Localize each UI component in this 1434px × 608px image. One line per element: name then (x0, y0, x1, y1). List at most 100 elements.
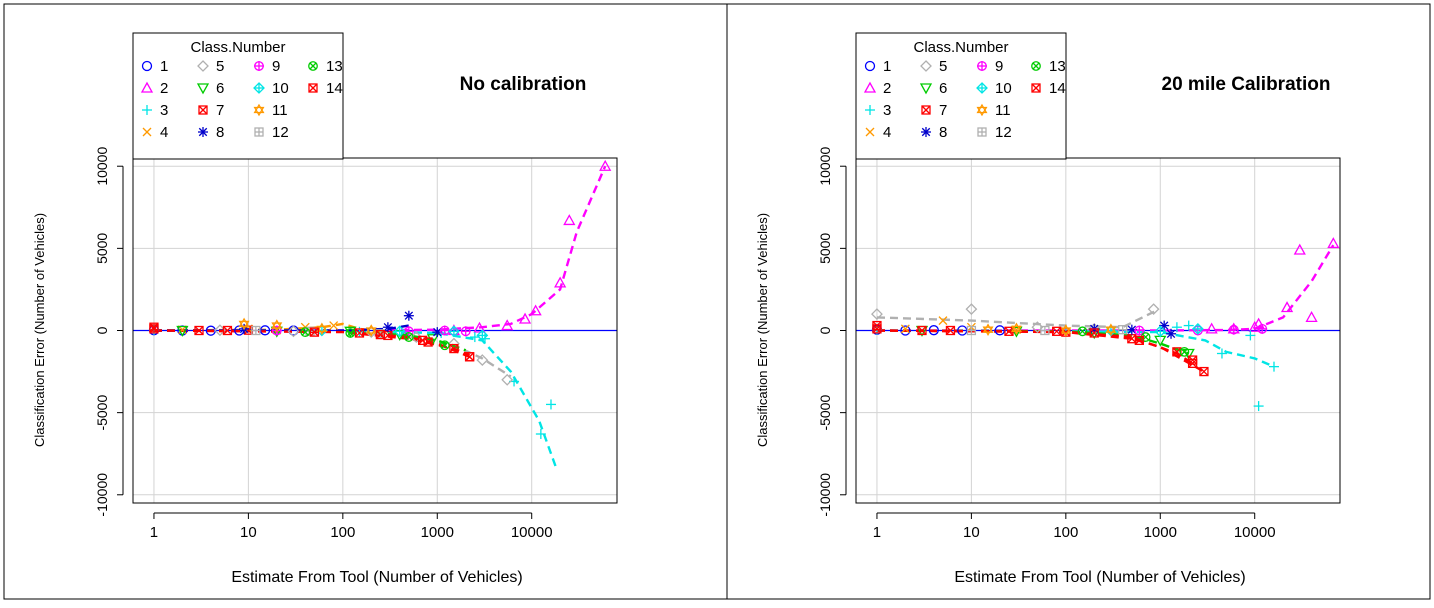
data-point-class-3 (545, 399, 556, 410)
legend-item-class-9: 9 (254, 58, 280, 75)
y-tick-label: 10000 (94, 147, 110, 186)
data-point-class-8 (1166, 328, 1177, 339)
data-point-class-14 (464, 352, 475, 362)
data-point-class-14 (872, 324, 882, 334)
legend-label: 12 (995, 124, 1012, 141)
chart-title: 20 mile Calibration (1162, 74, 1331, 95)
legend-label: 2 (883, 80, 891, 97)
data-point-class-14 (375, 329, 386, 340)
legend-marker (308, 83, 318, 93)
legend-marker (976, 82, 988, 94)
y-tick-label: -10000 (817, 473, 833, 517)
trend-line-class-2 (877, 244, 1335, 332)
legend-item-class-1: 1 (141, 58, 168, 75)
legend-marker (977, 127, 987, 137)
data-point-class-4 (938, 316, 948, 326)
plot-border (132, 157, 618, 504)
legend-item-class-14: 14 (1031, 80, 1066, 97)
data-point-class-13 (300, 327, 311, 338)
legend-title: Class.Number (190, 39, 285, 56)
data-point-class-14 (149, 324, 159, 334)
y-axis-label: Classification Error (Number of Vehicles… (755, 213, 770, 447)
data-point-class-3 (1268, 361, 1279, 372)
data-point-class-4 (329, 321, 339, 331)
data-point-class-12 (966, 325, 977, 336)
data-point-class-2 (518, 312, 532, 324)
legend-item-class-4: 4 (142, 124, 168, 141)
data-point-class-7 (917, 325, 927, 336)
data-point-class-14 (1187, 358, 1198, 369)
legend-item-class-8: 8 (921, 124, 947, 141)
data-point-class-9 (460, 326, 471, 337)
legend-box (855, 32, 1067, 160)
data-point-class-11 (982, 323, 994, 336)
data-point-class-7 (194, 325, 204, 336)
x-axis-label: Estimate From Tool (Number of Vehicles) (231, 569, 522, 586)
legend-label: 1 (883, 58, 891, 75)
x-tick-label: 100 (1053, 524, 1078, 541)
legend-label: 11 (272, 102, 288, 119)
legend-marker (920, 60, 932, 72)
legend-marker (865, 127, 875, 137)
data-point-class-3 (1245, 330, 1256, 341)
legend-label: 3 (160, 102, 168, 119)
data-point-class-12 (251, 325, 261, 336)
legend-item-class-13: 13 (1031, 58, 1066, 75)
data-point-class-14 (945, 325, 956, 336)
data-point-class-9 (1228, 324, 1239, 335)
data-point-class-1 (900, 325, 911, 336)
x-tick-label: 100 (330, 524, 355, 541)
data-point-class-2 (1327, 237, 1340, 249)
data-point-class-12 (1040, 325, 1050, 336)
legend-label: 4 (883, 124, 891, 141)
legend-label: 14 (326, 80, 343, 97)
legend-marker (253, 82, 265, 94)
legend-label: 7 (216, 102, 224, 119)
data-point-class-14 (1134, 335, 1144, 346)
x-tick-label: 10000 (1234, 524, 1276, 541)
legend-label: 14 (1049, 80, 1066, 97)
data-point-class-13 (1140, 332, 1151, 342)
data-point-class-2 (1205, 322, 1218, 334)
data-point-class-14 (1089, 328, 1099, 338)
data-point-class-1 (994, 325, 1005, 336)
data-point-class-3 (1171, 322, 1182, 333)
legend-label: 7 (939, 102, 947, 119)
legend-marker (254, 127, 264, 137)
legend-item-class-8: 8 (198, 124, 224, 141)
data-point-class-8 (382, 322, 393, 333)
legend-item-class-3: 3 (865, 102, 891, 119)
legend-item-class-12: 12 (254, 124, 289, 141)
data-point-class-5 (287, 325, 300, 338)
legend-label: 5 (216, 58, 224, 75)
data-point-class-2 (1280, 301, 1294, 313)
legend-marker (142, 127, 152, 137)
data-point-class-5 (871, 308, 883, 320)
legend-marker (921, 127, 931, 137)
data-point-class-11 (365, 324, 377, 337)
data-point-class-4 (900, 324, 910, 334)
y-axis: -10000 -5000 0 5000 10000 (94, 147, 124, 517)
legend-label: 2 (160, 80, 168, 97)
legend-item-class-10: 10 (253, 80, 289, 97)
data-point-class-2 (529, 304, 542, 316)
legend-item-class-12: 12 (977, 124, 1012, 141)
data-point-class-13 (439, 340, 450, 351)
legend-label: 4 (160, 124, 168, 141)
x-axis-label: Estimate From Tool (Number of Vehicles) (954, 569, 1245, 586)
legend-marker (921, 105, 931, 115)
data-point-class-2 (473, 321, 486, 333)
data-point-class-13 (403, 332, 414, 342)
data-point-class-6 (176, 325, 189, 337)
data-point-class-11 (1105, 323, 1117, 336)
y-tick-label: -5000 (94, 395, 110, 431)
legend-marker (253, 103, 265, 117)
legend-marker (196, 83, 210, 95)
legend-marker (977, 61, 987, 71)
data-point-class-5 (476, 354, 489, 366)
legend-marker (142, 105, 152, 115)
trend-line-class-14 (153, 329, 471, 357)
data-point-class-13 (1077, 326, 1088, 337)
